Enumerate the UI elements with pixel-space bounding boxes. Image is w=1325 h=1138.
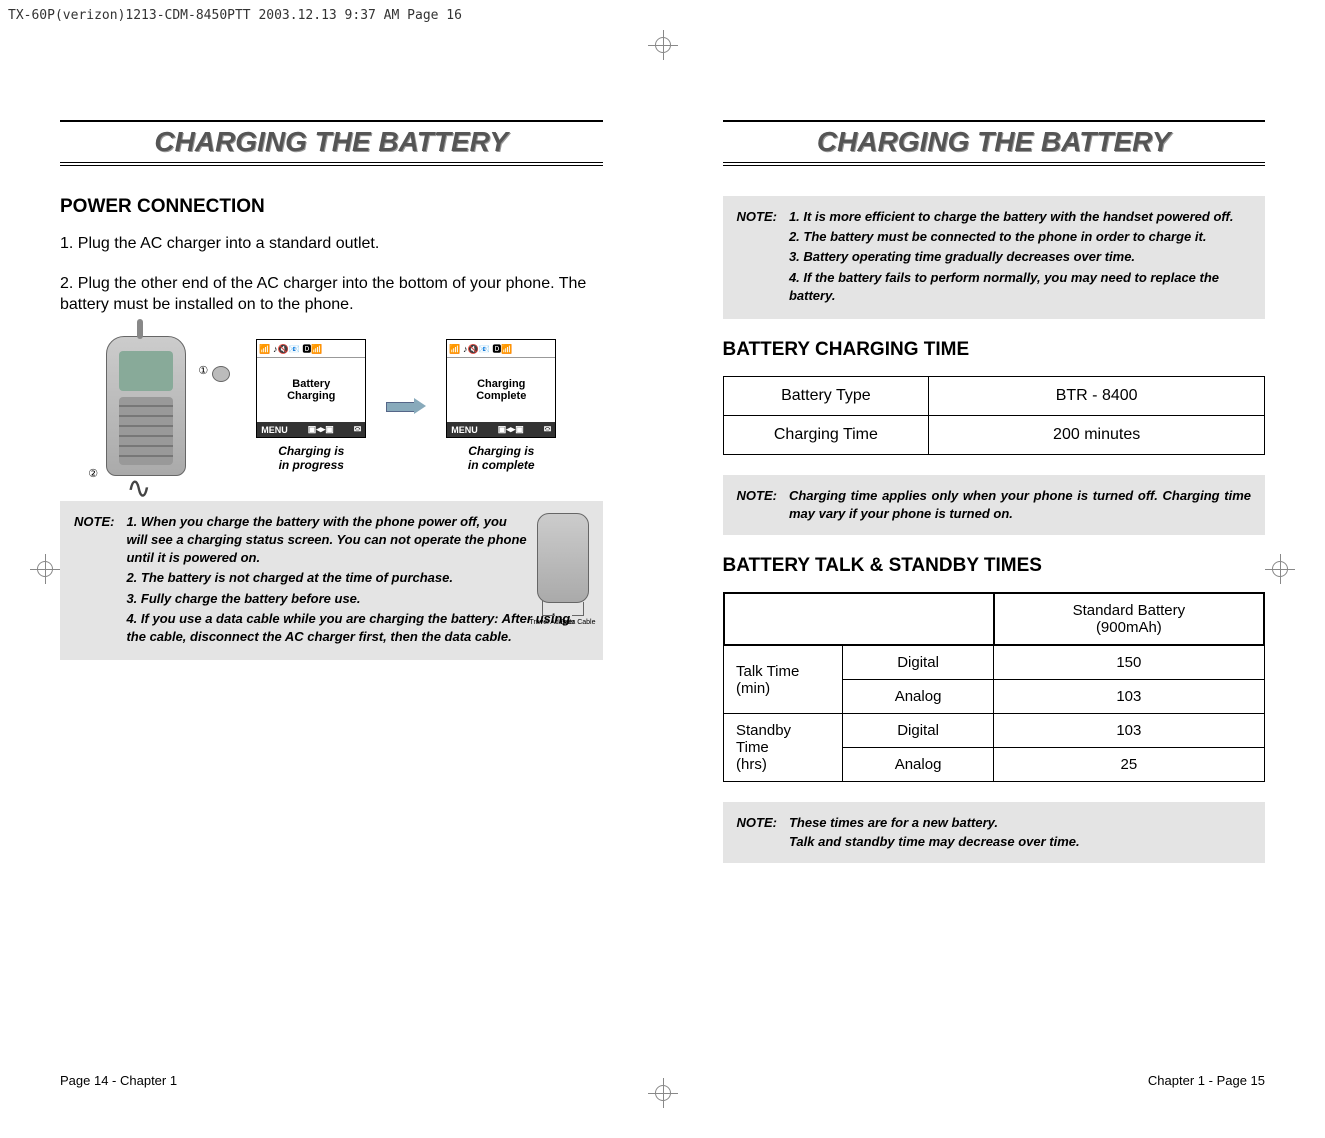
- cable-illustration: ∿: [126, 471, 151, 506]
- phone-illustration: [106, 336, 186, 476]
- note-item: 1. When you charge the battery with the …: [126, 513, 588, 568]
- note-label: NOTE:: [737, 208, 777, 307]
- note-block: NOTE: Charging time applies only when yo…: [723, 475, 1266, 535]
- note-item: 3. Battery operating time gradually decr…: [789, 248, 1251, 266]
- table-cell: BTR - 8400: [929, 376, 1265, 415]
- screen-text: Charging: [477, 378, 525, 390]
- circle-1: ①: [198, 364, 208, 377]
- note-text: Charging time applies only when your pho…: [789, 487, 1251, 523]
- screen-mockup-complete: 📶 ♪🔇📧 🅳📶 Charging Complete MENU▣◂▸▣✉: [446, 339, 556, 438]
- table-cell: Analog: [842, 680, 993, 714]
- caption-text: Charging is: [278, 444, 344, 458]
- note-item: 3. Fully charge the battery before use.: [126, 590, 588, 608]
- arrow-icon: [386, 398, 426, 414]
- table-cell: Digital: [842, 714, 993, 748]
- section-heading: BATTERY CHARGING TIME: [723, 339, 1266, 361]
- note-item: 1. It is more efficient to charge the ba…: [789, 208, 1251, 226]
- table-cell: 103: [994, 714, 1264, 748]
- step-text: 2. Plug the other end of the AC charger …: [60, 273, 603, 316]
- left-page: CHARGING THE BATTERY POWER CONNECTION 1.…: [0, 0, 663, 1138]
- note-label: NOTE:: [737, 814, 777, 850]
- label-text: Data Cable: [560, 618, 595, 628]
- note-label: NOTE:: [737, 487, 777, 523]
- note-text: These times are for a new battery.: [789, 814, 1251, 832]
- note-item: 2. The battery must be connected to the …: [789, 228, 1251, 246]
- screen-text: Complete: [476, 390, 526, 402]
- table-cell: Analog: [842, 748, 993, 782]
- circle-2: ②: [88, 467, 98, 480]
- table-cell: Charging Time: [723, 415, 929, 454]
- menu-label: MENU: [451, 425, 478, 435]
- section-heading: POWER CONNECTION: [60, 196, 603, 218]
- table-header: Standard Battery(900mAh): [994, 593, 1264, 645]
- note-block: NOTE: 1. It is more efficient to charge …: [723, 196, 1266, 319]
- charging-time-table: Battery Type BTR - 8400 Charging Time 20…: [723, 376, 1266, 455]
- screen-text: Battery: [292, 378, 330, 390]
- table-cell: Battery Type: [723, 376, 929, 415]
- diagram: ① ② ∿ 📶 ♪🔇📧 🅳📶 Battery Charging MENU▣◂▸▣…: [60, 336, 603, 481]
- page-title: CHARGING THE BATTERY: [60, 120, 603, 166]
- caption-text: in progress: [279, 458, 344, 472]
- adapter-illustration: [212, 366, 230, 382]
- talk-standby-table: Standard Battery(900mAh) Talk Time(min) …: [723, 592, 1266, 782]
- note-item: 2. The battery is not charged at the tim…: [126, 569, 588, 587]
- screen-mockup-charging: 📶 ♪🔇📧 🅳📶 Battery Charging MENU▣◂▸▣✉: [256, 339, 366, 438]
- note-item: 4. If the battery fails to perform norma…: [789, 269, 1251, 305]
- table-cell: 103: [994, 680, 1264, 714]
- right-page: CHARGING THE BATTERY NOTE: 1. It is more…: [663, 0, 1325, 1138]
- table-cell: Talk Time(min): [724, 645, 843, 714]
- note-block: NOTE: These times are for a new battery.…: [723, 802, 1266, 862]
- step-text: 1. Plug the AC charger into a standard o…: [60, 233, 603, 255]
- section-heading: BATTERY TALK & STANDBY TIMES: [723, 555, 1266, 577]
- table-cell: 150: [994, 645, 1264, 680]
- page-footer: Chapter 1 - Page 15: [1148, 1073, 1265, 1088]
- screen-text: Charging: [287, 390, 335, 402]
- table-cell: 25: [994, 748, 1264, 782]
- page-spread: CHARGING THE BATTERY POWER CONNECTION 1.…: [0, 0, 1325, 1138]
- table-cell: Digital: [842, 645, 993, 680]
- table-cell: 200 minutes: [929, 415, 1265, 454]
- page-footer: Page 14 - Chapter 1: [60, 1073, 177, 1088]
- note-text: Talk and standby time may decrease over …: [789, 833, 1251, 851]
- caption-text: Charging is: [468, 444, 534, 458]
- note-label: NOTE:: [74, 513, 114, 648]
- note-item: 4. If you use a data cable while you are…: [126, 610, 588, 646]
- menu-label: MENU: [261, 425, 288, 435]
- small-phone-illustration: Travel Adapter Data Cable: [537, 513, 589, 603]
- table-cell: StandbyTime(hrs): [724, 714, 843, 782]
- page-title: CHARGING THE BATTERY: [723, 120, 1266, 166]
- note-block: NOTE: Travel Adapter Data Cable 1. When …: [60, 501, 603, 660]
- caption-text: in complete: [468, 458, 535, 472]
